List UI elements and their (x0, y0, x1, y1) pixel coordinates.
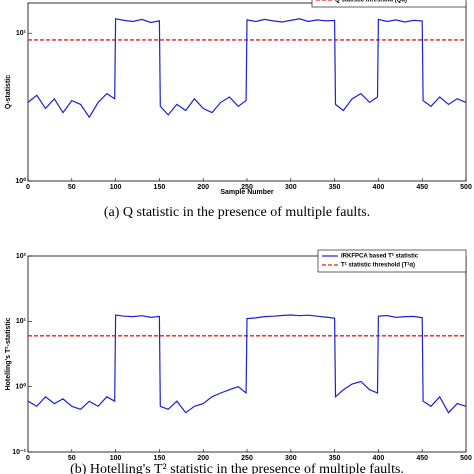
x-tick-label: 150 (154, 184, 166, 191)
x-tick-label: 500 (460, 184, 472, 191)
y-tick-label: 10⁻¹ (12, 449, 26, 456)
x-tick-label: 50 (68, 455, 76, 462)
x-tick-label: 100 (110, 455, 122, 462)
x-tick-label: 450 (416, 455, 428, 462)
data-line (27, 314, 467, 414)
x-tick-label: 300 (285, 455, 297, 462)
data-line (27, 18, 467, 119)
x-tick-label: 50 (68, 184, 76, 191)
x-tick-label: 400 (373, 455, 385, 462)
legend-label: T² statistic threshold (T²α) (341, 262, 415, 269)
x-tick-label: 350 (329, 455, 341, 462)
x-tick-label: 450 (416, 184, 428, 191)
x-tick-label: 0 (26, 455, 30, 462)
x-tick-label: 150 (154, 455, 166, 462)
y-tick-label: 10¹ (16, 30, 27, 37)
legend-box (311, 0, 467, 8)
y-tick-label: 10⁰ (15, 177, 26, 185)
caption: (a) Q statistic in the presence of multi… (104, 205, 370, 220)
x-tick-label: 200 (197, 184, 209, 191)
x-tick-label: 350 (329, 184, 341, 191)
x-tick-label: 400 (373, 184, 385, 191)
x-tick-label: 300 (285, 184, 297, 191)
caption: (b) Hotelling's T² statistic in the pres… (70, 462, 404, 474)
legend-label: IRKFPCA based T² statistic (341, 253, 419, 260)
x-tick-label: 100 (110, 184, 122, 191)
x-tick-label: 200 (197, 455, 209, 462)
legend-label: Q statistic threshold (Qα) (335, 0, 407, 4)
legend-box (317, 249, 467, 273)
y-tick-label: 10¹ (16, 318, 27, 325)
y-axis-label: Q-statistic (5, 75, 12, 109)
x-tick-label: 0 (26, 184, 30, 191)
y-axis-label: Hotelling's T²-statistic (5, 317, 12, 390)
x-tick-label: 500 (460, 455, 472, 462)
x-tick-label: 250 (241, 184, 253, 191)
y-tick-label: 10⁰ (15, 383, 26, 391)
y-tick-label: 10² (16, 253, 27, 260)
x-axis-label: Sample Number (220, 189, 274, 196)
x-tick-label: 250 (241, 455, 253, 462)
